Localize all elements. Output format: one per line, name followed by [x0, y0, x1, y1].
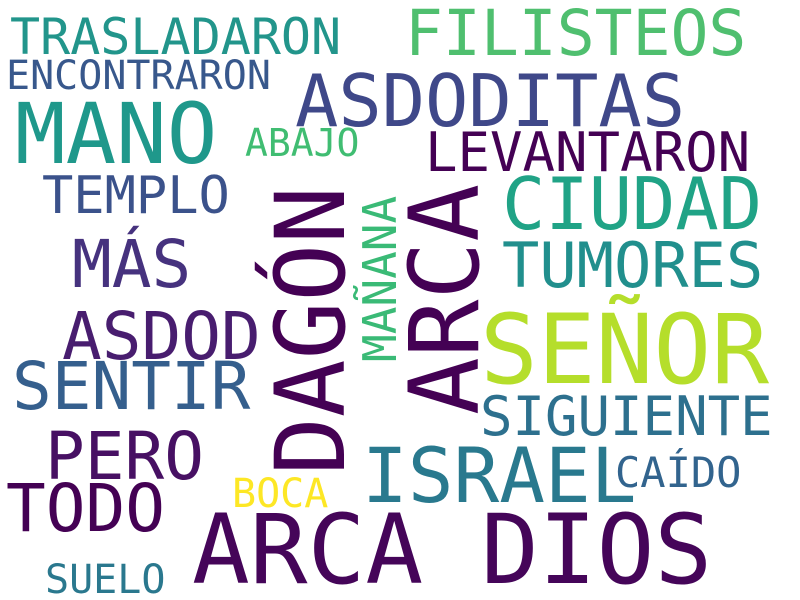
word-trasladaron: TRASLADARON — [10, 8, 342, 66]
word-tumores: TUMORES — [502, 229, 764, 302]
word-templo: TEMPLO — [42, 166, 230, 226]
word-abajo: ABAJO — [245, 121, 360, 165]
word-pero: PERO — [45, 418, 204, 495]
word-ciudad: CIUDAD — [502, 162, 763, 246]
word-arca-dios: ARCA DIOS — [192, 494, 713, 600]
word-suelo: SUELO — [45, 557, 166, 600]
word-encontraron: ENCONTRARON — [6, 53, 271, 99]
word-mas: MÁS — [72, 226, 192, 303]
word-asdod: ASDOD — [62, 298, 261, 375]
word-todo: TODO — [6, 470, 165, 547]
word-mano: MANO — [15, 85, 218, 183]
word-israel: ISRAEL — [362, 431, 637, 520]
word-boca: BOCA — [232, 471, 329, 517]
word-filisteos: FILISTEOS — [405, 0, 747, 70]
word-asdoditas: ASDODITAS — [295, 59, 686, 143]
word-arca: ARCA — [389, 183, 501, 415]
word-caido: CAÍDO — [615, 448, 742, 497]
word-sentir: SENTIR — [12, 348, 251, 425]
word-siguiente: SIGUIENTE — [480, 385, 773, 448]
word-levantaron: LEVANTARON — [425, 121, 751, 184]
word-dagon: DAGÓN — [255, 186, 367, 475]
word-senor: SEÑOR — [480, 294, 769, 406]
